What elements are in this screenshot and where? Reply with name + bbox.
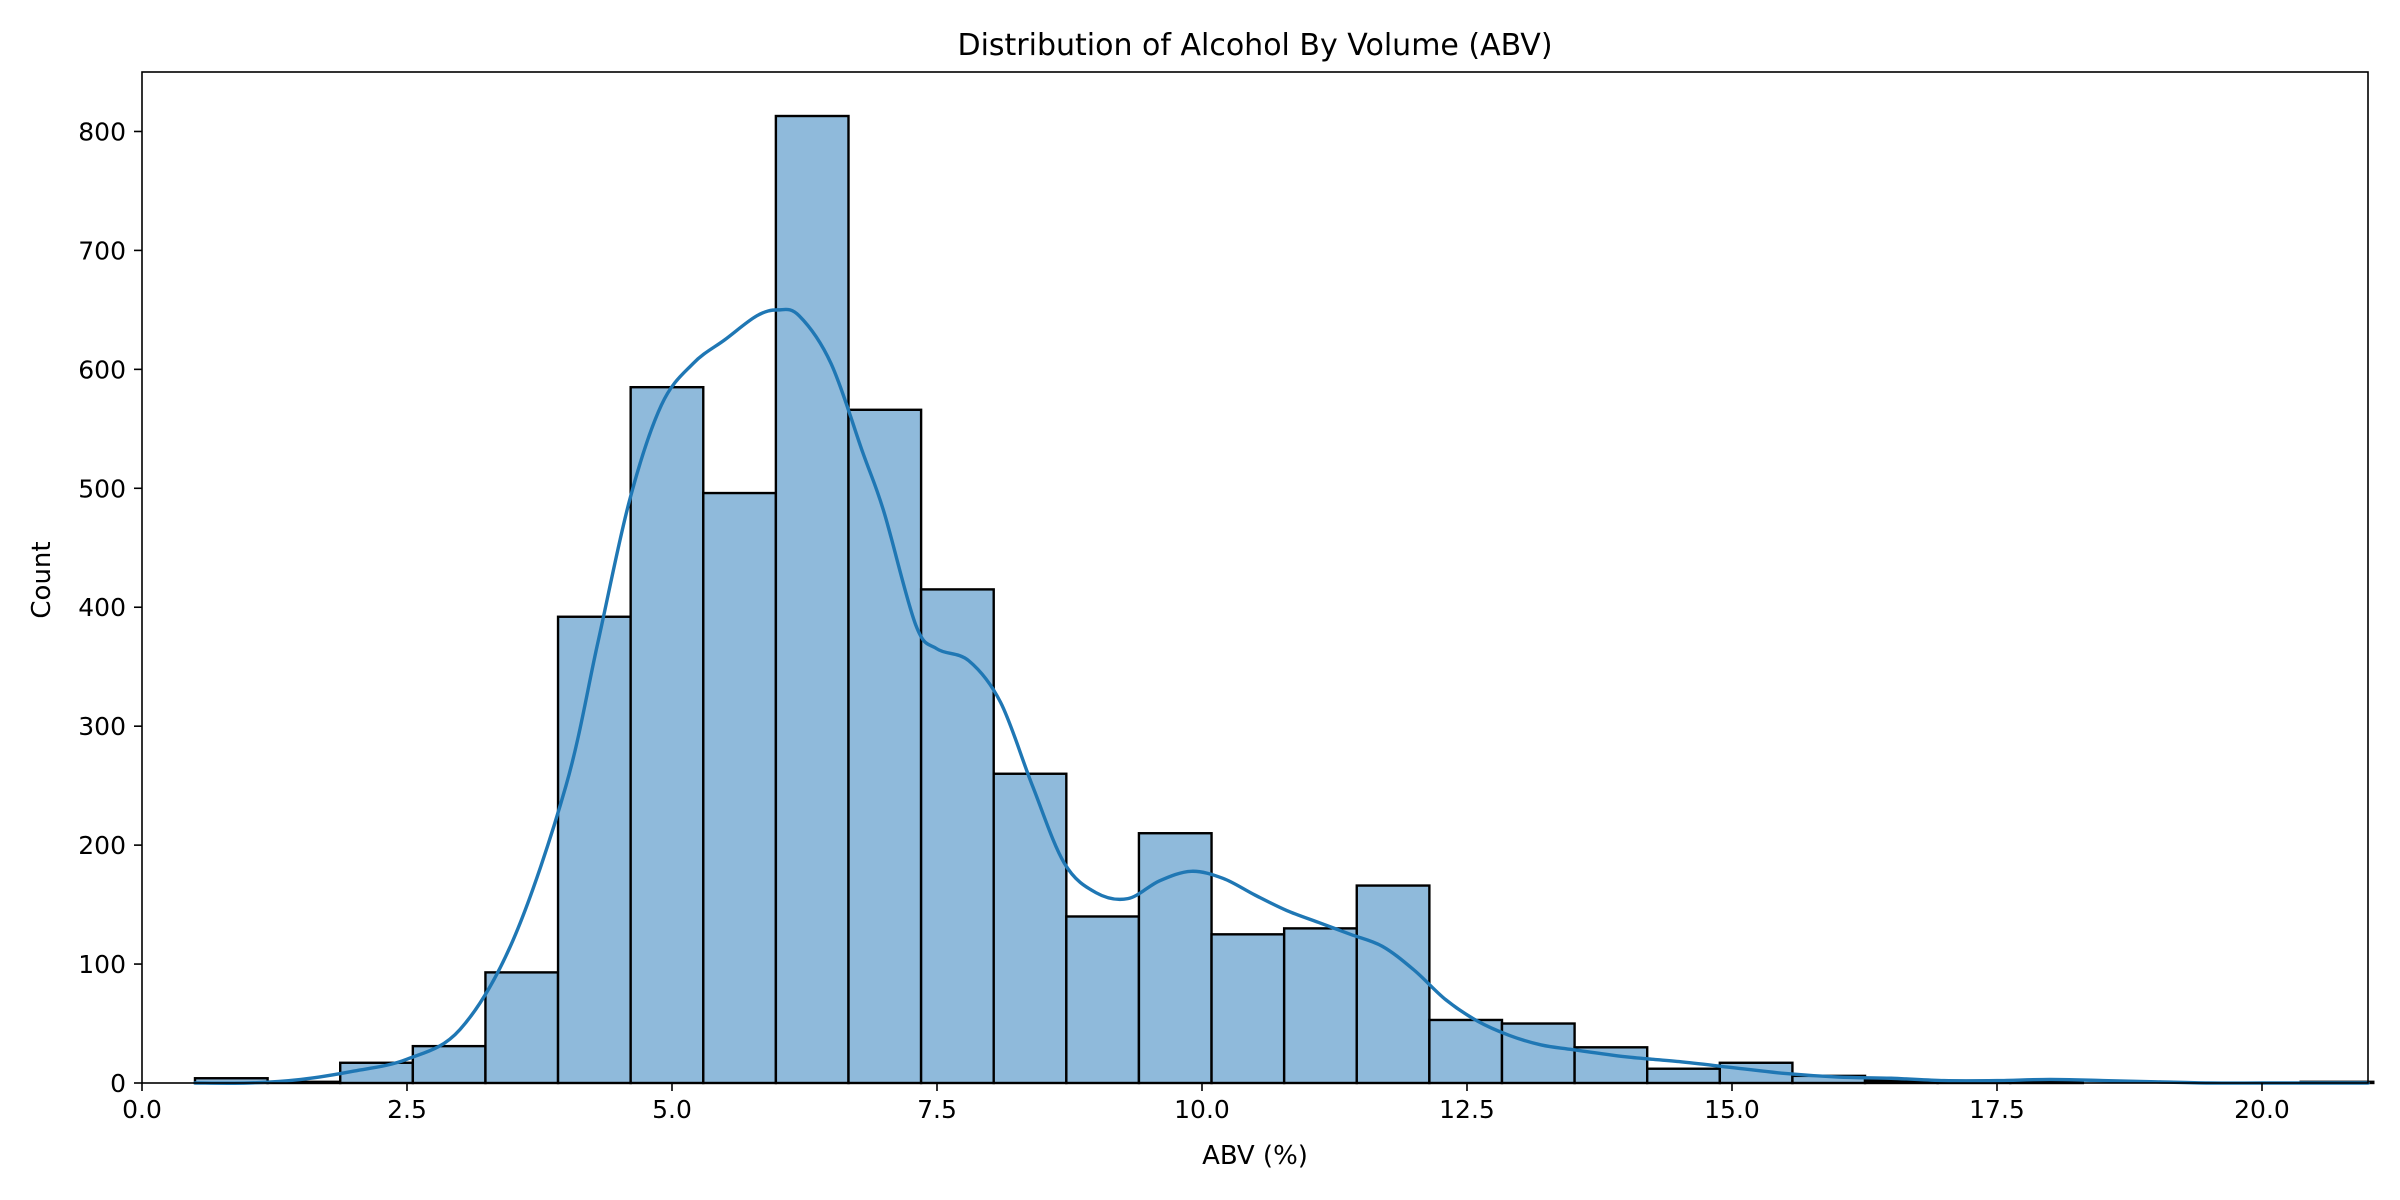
x-axis-label: ABV (%) (1202, 1141, 1308, 1171)
histogram-bar (1210, 933, 1286, 1085)
x-tick-label: 17.5 (1969, 1095, 2025, 1124)
y-axis-ticks: 0 100 200 300 400 500 600 700 800 (78, 117, 142, 1098)
x-tick-label: 12.5 (1439, 1095, 1495, 1124)
histogram-bar (702, 491, 778, 1085)
x-tick-label: 7.5 (917, 1095, 957, 1124)
x-tick-label: 5.0 (652, 1095, 692, 1124)
y-tick-label: 400 (78, 593, 126, 622)
plot-frame (141, 71, 2369, 1084)
x-tick-label: 2.5 (387, 1095, 427, 1124)
kde-curve (193, 307, 2370, 1085)
y-tick-label: 0 (110, 1069, 126, 1098)
histogram-bars (193, 114, 2375, 1085)
histogram-bar (484, 971, 560, 1085)
y-tick-label: 600 (78, 355, 126, 384)
y-tick-label: 300 (78, 712, 126, 741)
y-tick-label: 100 (78, 950, 126, 979)
histogram-bar (847, 408, 923, 1085)
histogram-bar (992, 772, 1068, 1085)
histogram-bar (1065, 915, 1141, 1085)
histogram-bar (1645, 1067, 1722, 1085)
histogram-bar (1282, 927, 1358, 1085)
y-tick-label: 500 (78, 474, 126, 503)
x-tick-label: 15.0 (1704, 1095, 1760, 1124)
histogram-bar (919, 588, 995, 1085)
y-axis-label: Count (27, 541, 57, 618)
histogram-bar (1355, 884, 1431, 1085)
histogram-bar (556, 615, 632, 1085)
x-tick-label: 0.0 (122, 1095, 162, 1124)
y-tick-label: 700 (78, 236, 126, 265)
histogram-bar (774, 114, 850, 1085)
histogram-bar (629, 385, 705, 1085)
x-tick-label: 20.0 (2234, 1095, 2290, 1124)
chart-title: Distribution of Alcohol By Volume (ABV) (957, 28, 1552, 63)
y-tick-label: 200 (78, 831, 126, 860)
x-axis-ticks: 0.0 2.5 5.0 7.5 10.0 12.5 15.0 17.5 20.0 (122, 1083, 2290, 1124)
x-tick-label: 10.0 (1174, 1095, 1230, 1124)
histogram-bar (1500, 1022, 1576, 1085)
y-tick-label: 800 (78, 117, 126, 146)
